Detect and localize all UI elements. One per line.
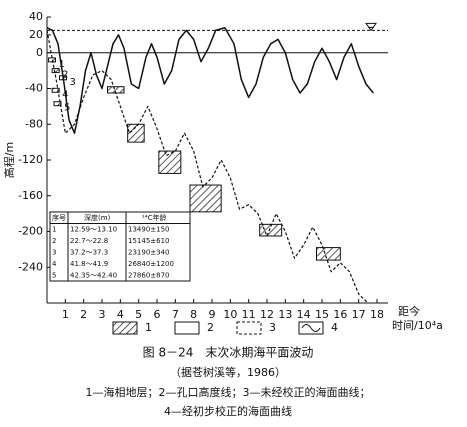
table-cell: 26840±1200	[128, 260, 174, 268]
table-cell: 5	[52, 271, 56, 279]
table-cell: 42.35～42.40	[70, 271, 117, 279]
x-tick-label: 2	[80, 308, 87, 321]
x-tick-label: 13	[278, 308, 292, 321]
caption-source: （据苍树溪等，1986）	[170, 365, 286, 379]
x-tick-label: 8	[190, 308, 197, 321]
core-label: 4	[62, 89, 68, 100]
x-tick-label: 12	[260, 308, 274, 321]
table-cell: 4	[52, 260, 57, 268]
table-cell: 27860±870	[128, 271, 170, 279]
y-axis-label: 高程/m	[2, 142, 16, 178]
x-tick-label: 1	[62, 308, 69, 321]
y-tick-label: -40	[25, 82, 43, 95]
legend-symbol	[236, 321, 262, 335]
x-tick-label: 17	[352, 308, 366, 321]
x-tick-label: 14	[297, 308, 311, 321]
marine-layer	[107, 86, 125, 94]
x-tick-label: 9	[209, 308, 216, 321]
core-label: 5	[64, 103, 70, 114]
x-tick-label: 4	[117, 308, 124, 321]
x-tick-label: 3	[99, 308, 106, 321]
table-header: 序号	[52, 213, 66, 222]
x-tick-label: 6	[154, 308, 161, 321]
table-cell: 13490±150	[128, 225, 170, 233]
y-tick-label: 20	[29, 28, 43, 41]
table-cell: 1	[52, 225, 56, 233]
x-tick-label: 5	[135, 308, 142, 321]
legend-symbol	[174, 321, 200, 335]
table-cell: 23190±340	[128, 248, 170, 256]
y-tick-label: -200	[18, 225, 43, 238]
legend-label: 3	[269, 321, 276, 334]
table-cell: 37.2～37.3	[70, 248, 108, 256]
table-cell: 22.7～22.8	[70, 237, 108, 245]
caption-title: 图 8－24 末次冰期海平面波动	[143, 345, 314, 360]
table-cell: 12.59～13.10	[70, 225, 117, 233]
legend-label: 2	[207, 321, 214, 334]
core-sample	[51, 68, 60, 74]
table-cell: 41.8～41.9	[70, 260, 108, 268]
table-header: ¹⁴C年龄	[142, 213, 167, 222]
y-tick-label: -160	[18, 189, 43, 202]
table-cell: 3	[52, 248, 56, 256]
core-sample	[59, 75, 67, 81]
y-tick-label: -80	[25, 117, 43, 130]
series-line	[46, 30, 369, 304]
legend-symbol	[112, 321, 138, 335]
y-tick-label: -240	[18, 260, 43, 273]
x-tick-label: 18	[370, 308, 384, 321]
marine-layer	[259, 223, 283, 237]
y-tick-label: 0	[36, 46, 43, 59]
core-sample	[53, 101, 62, 107]
well-marker	[365, 22, 377, 32]
x-tick-label: 7	[172, 308, 179, 321]
x-tick-label: 16	[333, 308, 347, 321]
legend-symbol	[301, 324, 321, 332]
marine-layer	[127, 123, 145, 143]
legend-label: 4	[331, 321, 338, 334]
series-line	[46, 26, 374, 134]
x-tick-label: 15	[315, 308, 329, 321]
x-axis-label-top: 距今	[398, 304, 420, 318]
core-sample	[48, 57, 56, 63]
x-tick-label: 11	[242, 308, 256, 321]
core-label: 3	[70, 77, 76, 88]
x-axis-label: 时间/10⁴a	[392, 319, 443, 332]
table-header: 深度(m)	[84, 213, 111, 222]
core-sample	[51, 87, 60, 93]
table-cell: 2	[52, 237, 56, 245]
x-tick-label: 10	[223, 308, 237, 321]
table-cell: 15145±610	[128, 237, 170, 245]
caption-line: 4—经初步校正的海面曲线	[164, 404, 292, 418]
marine-layer	[316, 247, 341, 261]
y-tick-label: -120	[18, 153, 43, 166]
y-tick-label: 40	[29, 10, 43, 23]
marine-layer	[158, 150, 182, 174]
core-label: 1	[59, 59, 65, 70]
core-label: 2	[62, 70, 68, 81]
caption-line: 1—海相地层；2—孔口高度线；3—未经校正的海面曲线；	[86, 385, 371, 399]
marine-layer	[189, 184, 222, 213]
legend-label: 1	[145, 321, 152, 334]
